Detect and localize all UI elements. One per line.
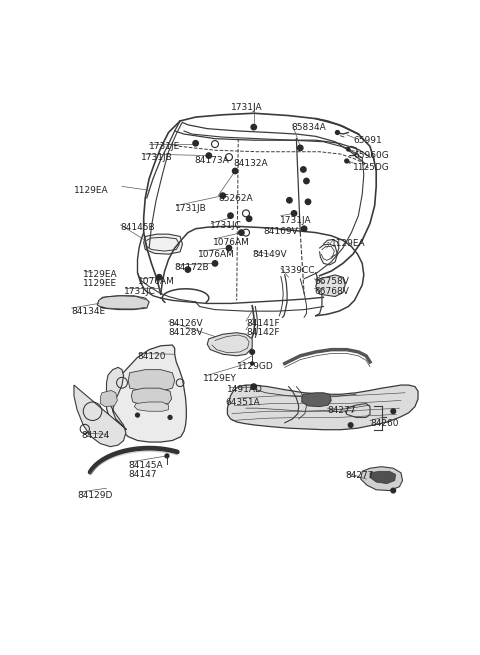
Text: 1076AM: 1076AM	[214, 238, 251, 247]
Text: 1731JE: 1731JE	[149, 141, 180, 151]
Circle shape	[347, 148, 350, 151]
Text: 1129EE: 1129EE	[83, 279, 118, 288]
Circle shape	[304, 178, 309, 183]
Text: 1731JA: 1731JA	[280, 215, 312, 225]
Polygon shape	[207, 333, 252, 356]
Text: 64351A: 64351A	[226, 398, 261, 407]
Circle shape	[220, 193, 226, 198]
Text: 1129EA: 1129EA	[83, 270, 118, 278]
Polygon shape	[360, 466, 403, 491]
Text: 1129EA: 1129EA	[331, 239, 366, 248]
Text: 1731JC: 1731JC	[210, 221, 241, 230]
Circle shape	[168, 415, 172, 419]
Polygon shape	[100, 390, 117, 407]
Text: 1491AD: 1491AD	[228, 385, 263, 394]
Polygon shape	[134, 402, 168, 411]
Circle shape	[246, 216, 252, 221]
Circle shape	[185, 267, 191, 272]
Text: 84142F: 84142F	[246, 328, 279, 337]
Text: 1731JB: 1731JB	[175, 204, 206, 213]
Text: 65960G: 65960G	[353, 151, 389, 160]
Text: 84149V: 84149V	[252, 250, 287, 259]
Circle shape	[251, 362, 254, 365]
Text: 1731JB: 1731JB	[142, 153, 173, 162]
Circle shape	[251, 384, 256, 389]
Text: 84260: 84260	[370, 419, 398, 428]
Text: 84126V: 84126V	[168, 319, 203, 328]
Circle shape	[156, 274, 162, 280]
Text: 84169V: 84169V	[263, 227, 298, 236]
Text: 1125DG: 1125DG	[353, 163, 390, 172]
Text: 85834A: 85834A	[291, 123, 326, 132]
Text: 1731JC: 1731JC	[123, 286, 156, 295]
Circle shape	[135, 413, 139, 417]
Polygon shape	[370, 472, 396, 483]
Text: 84132A: 84132A	[234, 159, 268, 168]
Text: 1076AM: 1076AM	[137, 277, 174, 286]
Text: 84129D: 84129D	[77, 491, 112, 500]
Circle shape	[300, 167, 306, 172]
Text: 1339CC: 1339CC	[280, 266, 316, 274]
Circle shape	[287, 198, 292, 203]
Text: 84124: 84124	[82, 431, 110, 440]
Text: 1076AM: 1076AM	[198, 250, 235, 259]
Circle shape	[212, 261, 218, 266]
Circle shape	[165, 454, 169, 458]
Circle shape	[250, 350, 254, 354]
Text: 84145B: 84145B	[120, 223, 155, 233]
Circle shape	[391, 488, 396, 493]
Polygon shape	[302, 393, 331, 407]
Polygon shape	[316, 275, 345, 297]
Circle shape	[336, 130, 339, 134]
Text: 84172B: 84172B	[175, 263, 209, 272]
Circle shape	[232, 168, 238, 174]
Text: 65991: 65991	[353, 136, 382, 145]
Text: 84173A: 84173A	[194, 156, 229, 164]
Text: 84145A: 84145A	[128, 460, 163, 470]
Circle shape	[291, 211, 297, 216]
Text: 84128V: 84128V	[168, 328, 203, 337]
Text: 66768V: 66768V	[314, 286, 349, 295]
Text: 1129EA: 1129EA	[74, 187, 108, 195]
Polygon shape	[144, 234, 182, 254]
Text: 1129EY: 1129EY	[204, 374, 237, 383]
Polygon shape	[128, 369, 175, 391]
Polygon shape	[107, 345, 186, 442]
Circle shape	[206, 153, 212, 159]
Text: 84277: 84277	[327, 406, 356, 415]
Polygon shape	[74, 367, 127, 447]
Circle shape	[345, 159, 348, 163]
Text: 1731JA: 1731JA	[230, 103, 262, 112]
Text: 85262A: 85262A	[218, 194, 253, 203]
Text: 1129GD: 1129GD	[237, 362, 274, 371]
Text: 84147: 84147	[128, 470, 156, 479]
Polygon shape	[97, 296, 149, 310]
Circle shape	[348, 422, 353, 428]
Polygon shape	[132, 388, 172, 405]
Text: 84141F: 84141F	[246, 319, 280, 328]
Text: 84134E: 84134E	[72, 307, 106, 316]
Polygon shape	[228, 385, 418, 430]
Circle shape	[228, 213, 233, 218]
Circle shape	[193, 141, 198, 146]
Circle shape	[251, 124, 256, 130]
Text: 84277: 84277	[345, 472, 374, 480]
Text: 84120: 84120	[137, 352, 166, 361]
Circle shape	[298, 145, 303, 151]
Text: 66758V: 66758V	[314, 277, 349, 286]
Circle shape	[301, 226, 307, 231]
Circle shape	[391, 409, 396, 413]
Circle shape	[305, 199, 311, 204]
Circle shape	[239, 230, 244, 235]
Circle shape	[226, 246, 232, 251]
